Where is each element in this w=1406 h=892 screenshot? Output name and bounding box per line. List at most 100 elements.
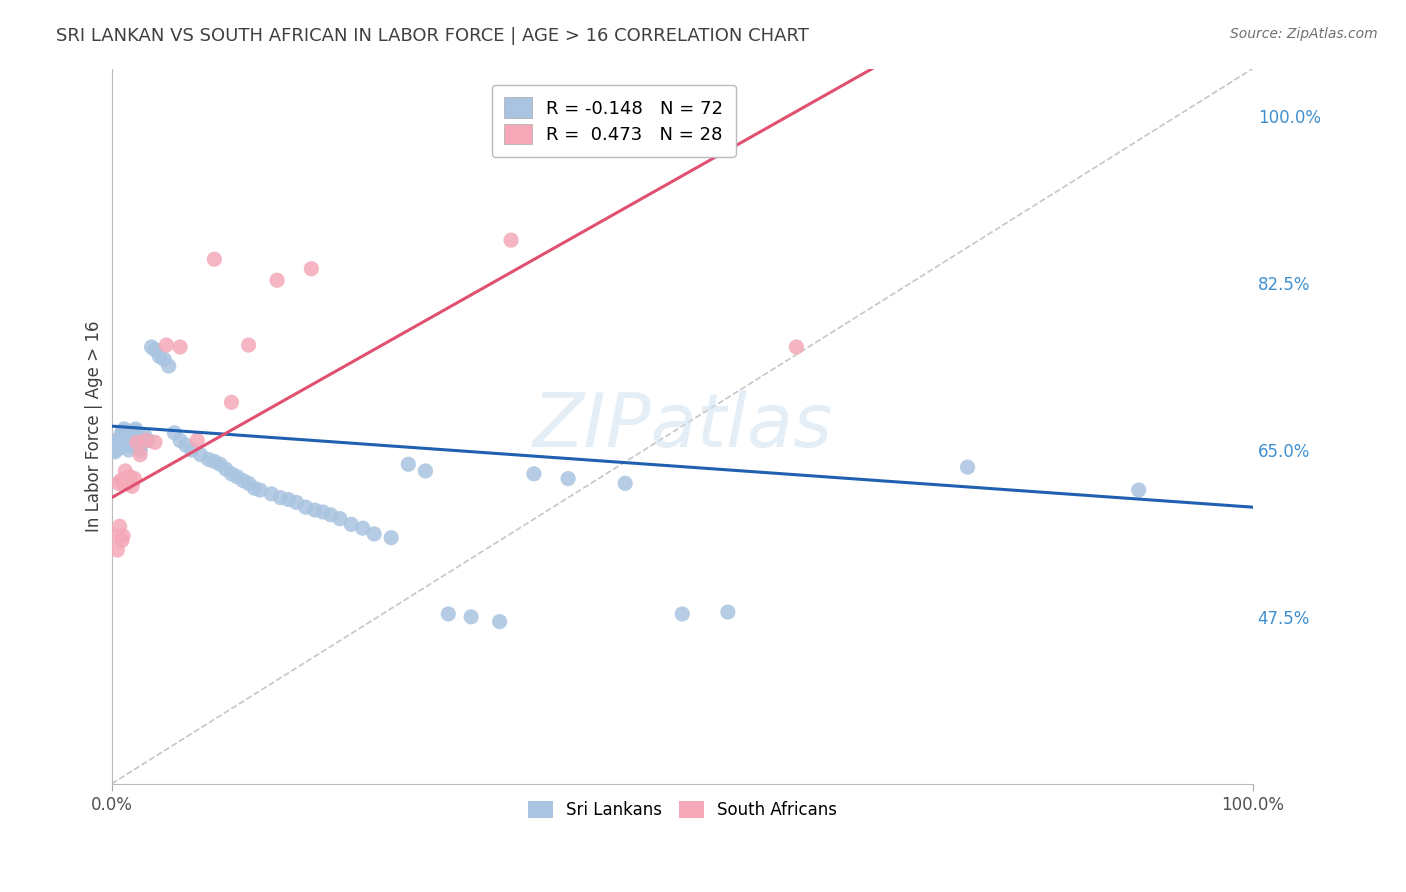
Point <box>118 438 141 452</box>
Point <box>122 425 145 440</box>
Point <box>105 543 128 558</box>
Point <box>108 441 131 455</box>
Point <box>202 454 225 468</box>
Y-axis label: In Labor Force | Age > 16: In Labor Force | Age > 16 <box>86 320 103 532</box>
Point <box>141 340 163 354</box>
Point <box>380 531 402 545</box>
Point <box>285 495 308 509</box>
Point <box>785 340 807 354</box>
Point <box>266 273 288 287</box>
Point <box>499 233 522 247</box>
Point <box>121 428 143 442</box>
Point <box>118 442 141 457</box>
Point <box>115 472 138 486</box>
Point <box>135 434 157 448</box>
Point <box>260 487 283 501</box>
Point <box>202 252 225 267</box>
Point <box>163 425 186 440</box>
Point <box>111 425 134 440</box>
Point <box>124 424 146 438</box>
Legend: Sri Lankans, South Africans: Sri Lankans, South Africans <box>520 794 844 825</box>
Point <box>226 469 249 483</box>
Point <box>104 529 127 543</box>
Point <box>118 469 141 483</box>
Point <box>270 491 292 505</box>
Point <box>117 438 139 452</box>
Point <box>221 395 243 409</box>
Point <box>112 424 135 438</box>
Point <box>169 340 191 354</box>
Point <box>129 448 152 462</box>
Point <box>299 261 322 276</box>
Point <box>437 607 460 621</box>
Point <box>153 352 176 367</box>
Point <box>294 500 316 515</box>
Point <box>304 503 326 517</box>
Point <box>148 350 170 364</box>
Point <box>115 434 138 448</box>
Point <box>114 464 136 478</box>
Point <box>174 438 197 452</box>
Point <box>117 476 139 491</box>
Point <box>557 472 579 486</box>
Point <box>111 533 134 548</box>
Point <box>319 508 342 522</box>
Point <box>120 434 142 448</box>
Point <box>110 428 132 442</box>
Text: ZIPatlas: ZIPatlas <box>533 390 832 462</box>
Point <box>363 527 385 541</box>
Point <box>956 460 979 475</box>
Point <box>221 467 243 481</box>
Point <box>136 434 159 448</box>
Point <box>277 492 299 507</box>
Point <box>105 434 128 448</box>
Point <box>488 615 510 629</box>
Point <box>157 359 180 373</box>
Point <box>523 467 546 481</box>
Point <box>238 338 260 352</box>
Point <box>143 343 166 357</box>
Point <box>1128 483 1150 497</box>
Text: Source: ZipAtlas.com: Source: ZipAtlas.com <box>1230 27 1378 41</box>
Text: SRI LANKAN VS SOUTH AFRICAN IN LABOR FORCE | AGE > 16 CORRELATION CHART: SRI LANKAN VS SOUTH AFRICAN IN LABOR FOR… <box>56 27 808 45</box>
Point <box>121 479 143 493</box>
Point <box>128 438 150 452</box>
Point <box>238 476 260 491</box>
Point <box>112 422 135 436</box>
Point <box>186 434 208 448</box>
Point <box>249 483 271 497</box>
Point <box>143 435 166 450</box>
Point <box>415 464 437 478</box>
Point <box>125 435 148 450</box>
Point <box>105 438 128 452</box>
Point <box>103 442 125 457</box>
Point <box>112 476 135 491</box>
Point <box>155 338 177 352</box>
Point <box>396 457 419 471</box>
Point <box>671 607 693 621</box>
Point <box>180 442 202 457</box>
Point <box>312 505 335 519</box>
Point <box>352 521 374 535</box>
Point <box>190 448 212 462</box>
Point <box>215 462 238 476</box>
Point <box>112 529 135 543</box>
Point <box>114 425 136 440</box>
Point <box>460 610 482 624</box>
Point <box>125 425 148 440</box>
Point <box>614 476 637 491</box>
Point <box>127 434 149 448</box>
Point <box>131 435 153 450</box>
Point <box>134 428 156 442</box>
Point <box>232 474 254 488</box>
Point <box>110 474 132 488</box>
Point <box>169 434 191 448</box>
Point <box>243 481 266 495</box>
Point <box>124 422 146 436</box>
Point <box>209 457 232 471</box>
Point <box>124 472 146 486</box>
Point <box>107 476 129 491</box>
Point <box>197 452 219 467</box>
Point <box>717 605 740 619</box>
Point <box>107 435 129 450</box>
